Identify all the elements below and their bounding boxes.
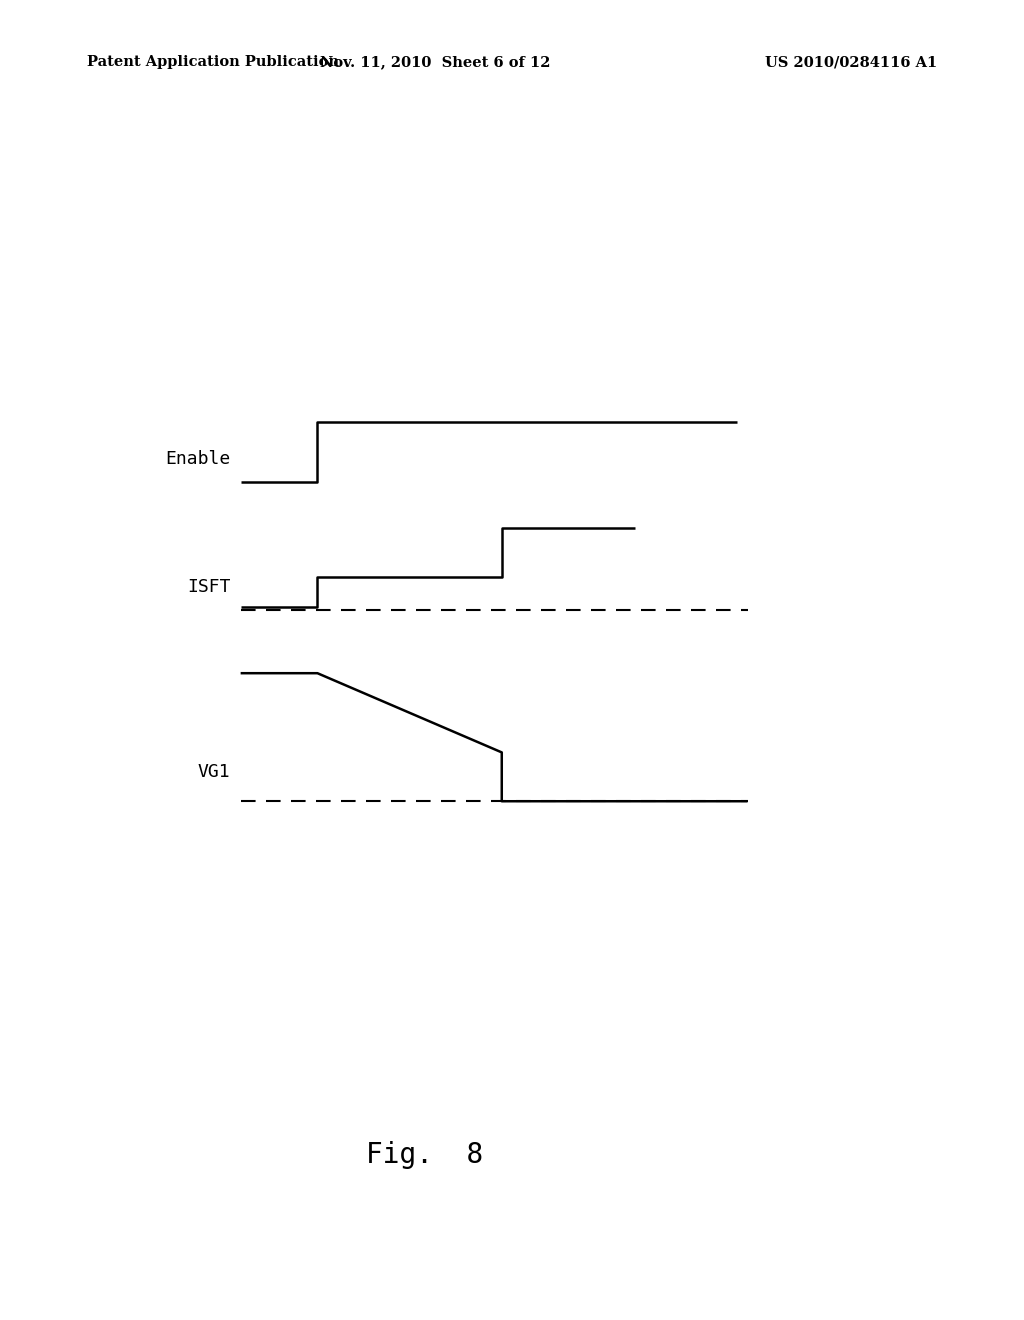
Text: Patent Application Publication: Patent Application Publication (87, 55, 339, 70)
Text: ISFT: ISFT (187, 578, 230, 597)
Text: Nov. 11, 2010  Sheet 6 of 12: Nov. 11, 2010 Sheet 6 of 12 (319, 55, 551, 70)
Text: Fig.  8: Fig. 8 (367, 1140, 483, 1170)
Text: Enable: Enable (165, 450, 230, 469)
Text: VG1: VG1 (198, 763, 230, 781)
Text: US 2010/0284116 A1: US 2010/0284116 A1 (765, 55, 937, 70)
